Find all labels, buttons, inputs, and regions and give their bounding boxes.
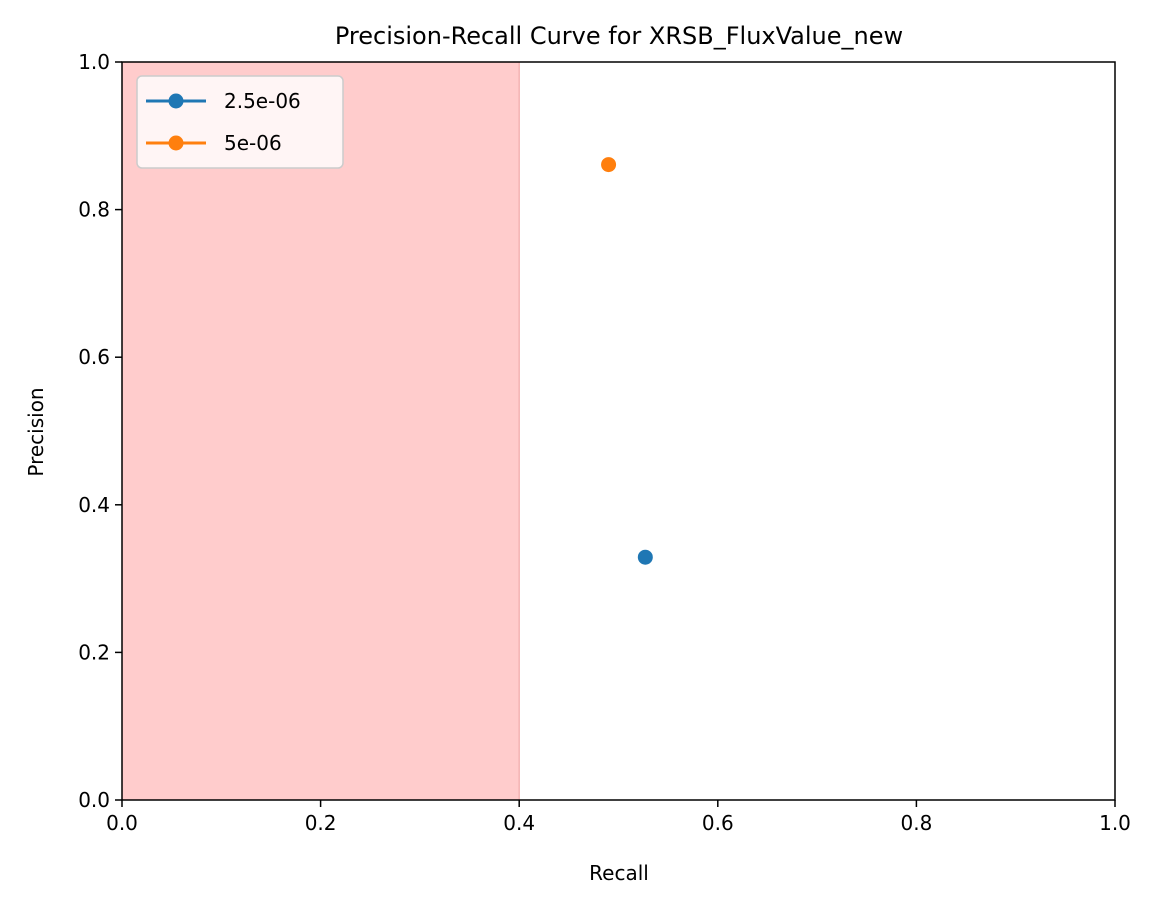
legend: 2.5e-06 5e-06: [136, 75, 344, 169]
y-tick-label: 0.6: [78, 345, 110, 369]
legend-label: 5e-06: [224, 131, 282, 155]
x-tick-label: 1.0: [1099, 811, 1131, 835]
x-tick-label: 0.6: [702, 811, 734, 835]
legend-marker: [168, 93, 184, 109]
y-tick-label: 1.0: [78, 50, 110, 74]
legend-box: [136, 75, 344, 169]
plot-area: 0.0 0.2 0.4 0.6 0.8 1.0 0.0 0.2 0.4 0.6 0.8 1.0 2.5e…: [78, 50, 1131, 835]
y-tick-label: 0.0: [78, 788, 110, 812]
legend-label: 2.5e-06: [224, 89, 301, 113]
y-tick-label: 0.8: [78, 198, 110, 222]
x-tick-label: 0.2: [305, 811, 337, 835]
x-tick-label: 0.8: [900, 811, 932, 835]
plot-frame: [121, 61, 1116, 801]
x-tick-label: 0.4: [503, 811, 535, 835]
y-tick-label: 0.4: [78, 493, 110, 517]
y-axis-label: Precision: [24, 387, 48, 476]
data-point: [601, 157, 617, 173]
chart-title: Precision-Recall Curve for XRSB_FluxValu…: [335, 22, 903, 50]
x-axis-label: Recall: [589, 861, 649, 885]
shaded-region: [122, 62, 520, 800]
y-tick-label: 0.2: [78, 640, 110, 664]
x-tick-label: 0.0: [106, 811, 138, 835]
data-point: [637, 549, 653, 565]
legend-marker: [168, 135, 184, 151]
